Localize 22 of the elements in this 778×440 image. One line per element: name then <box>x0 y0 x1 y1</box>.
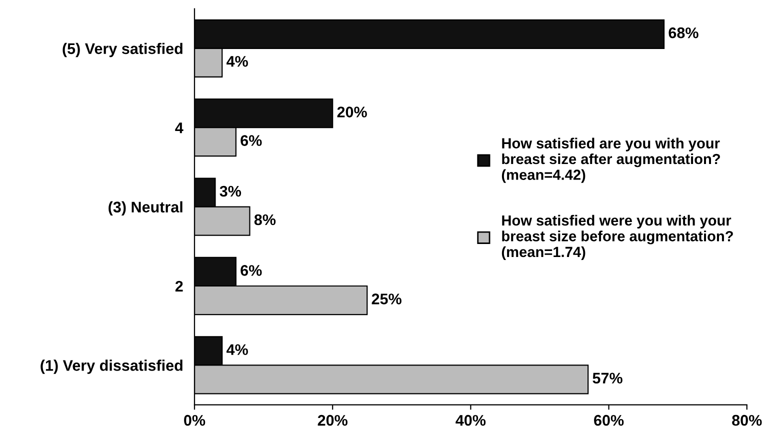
y-tick-label: (5) Very satisfied <box>62 42 182 58</box>
y-tick-label: (3) Neutral <box>108 201 182 216</box>
data-label: 6% <box>240 265 262 276</box>
x-tick-label: 40% <box>456 414 486 426</box>
legend-label: How satisfied were you with your breast size before augmentation? (mean=1.74) <box>502 214 733 260</box>
data-label: 68% <box>668 27 698 38</box>
data-label: 4% <box>226 56 248 67</box>
y-tick-label: 4 <box>175 122 184 134</box>
x-tick-label: 0% <box>184 414 206 426</box>
data-label: 8% <box>254 214 276 226</box>
data-label: 57% <box>592 372 622 384</box>
data-label: 6% <box>240 135 262 146</box>
x-tick-label: 80% <box>732 414 762 426</box>
x-tick-label: 60% <box>594 414 624 426</box>
x-tick-label: 20% <box>318 414 348 426</box>
data-label: 4% <box>226 344 248 356</box>
data-label: 3% <box>220 186 242 197</box>
y-tick-label: (1) Very dissatisfied <box>40 360 182 374</box>
data-label: 20% <box>337 106 367 118</box>
data-label: 25% <box>372 294 402 304</box>
y-tick-label: 2 <box>175 280 183 292</box>
legend-label: How satisfied are you with your breast size after augmentation? (mean=4.42) <box>502 138 720 183</box>
